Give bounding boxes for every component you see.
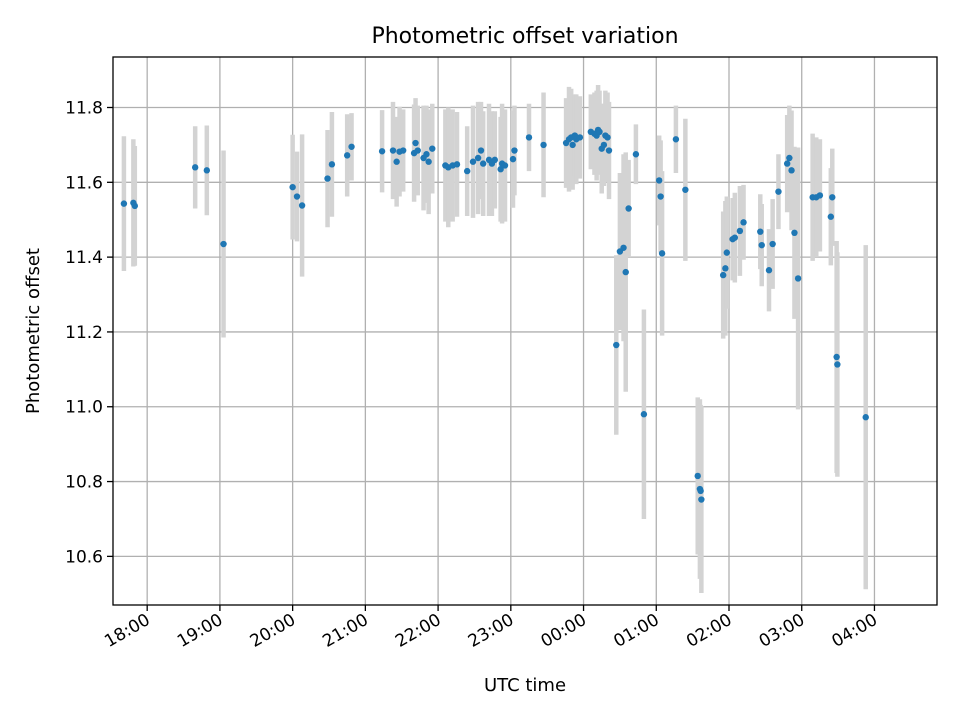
data-point [657, 193, 664, 200]
data-point [509, 155, 517, 163]
data-point [769, 240, 776, 248]
data-point [324, 175, 331, 182]
data-point [833, 353, 840, 361]
data-point [622, 268, 629, 276]
data-point [655, 177, 663, 184]
data-point [698, 496, 705, 503]
data-point [731, 234, 739, 241]
data-point [328, 161, 336, 168]
data-point [203, 167, 211, 174]
data-point [343, 152, 351, 159]
data-point [604, 134, 611, 141]
data-point [596, 128, 603, 136]
data-point [765, 267, 773, 274]
data-point [694, 472, 701, 480]
data-point [620, 244, 627, 251]
data-point [740, 219, 747, 226]
data-point [469, 158, 477, 165]
data-point [605, 147, 613, 154]
data-point [625, 205, 632, 212]
data-point [719, 271, 727, 279]
data-point [576, 134, 584, 141]
data-point [794, 275, 802, 282]
data-point [191, 164, 199, 171]
data-point [788, 167, 795, 174]
data-point [862, 414, 869, 421]
y-tick-label: 11.0 [65, 398, 103, 418]
data-point [511, 147, 518, 154]
data-point [658, 250, 666, 257]
data-point [399, 147, 407, 154]
y-tick-label: 11.2 [65, 323, 103, 343]
data-point [757, 228, 764, 235]
data-point [412, 139, 419, 147]
data-point [389, 147, 397, 154]
data-point [393, 158, 400, 165]
data-point [453, 161, 461, 168]
data-point [220, 240, 227, 248]
data-point [423, 151, 430, 158]
data-point [697, 487, 704, 495]
y-tick-label: 11.4 [65, 248, 103, 268]
data-point [501, 162, 509, 169]
data-point [131, 202, 139, 210]
plot-frame [112, 56, 938, 606]
data-point [682, 186, 689, 193]
data-point [378, 148, 386, 155]
data-point [293, 193, 301, 200]
data-point [829, 194, 836, 201]
data-point [525, 134, 533, 141]
data-points [120, 126, 869, 503]
data-point [497, 166, 504, 173]
data-point [834, 361, 841, 368]
data-point [672, 136, 680, 143]
x-axis-label: UTC time [484, 675, 566, 696]
chart-title: Photometric offset variation [371, 24, 678, 49]
data-point [827, 213, 835, 220]
data-point [613, 341, 620, 349]
y-tick-label: 11.8 [65, 98, 103, 118]
data-point [722, 265, 729, 272]
data-point [569, 141, 576, 149]
data-point [632, 151, 640, 158]
data-point [736, 227, 744, 235]
data-point [298, 202, 306, 209]
data-point [477, 147, 485, 154]
data-point [783, 160, 791, 167]
data-point [600, 141, 608, 149]
data-point [786, 154, 793, 162]
data-point [640, 411, 648, 418]
data-point [348, 143, 355, 150]
y-tick-label: 11.6 [65, 173, 103, 193]
y-tick-label: 10.6 [65, 547, 103, 567]
data-point [816, 192, 824, 199]
y-axis-label: Photometric offset [23, 248, 44, 414]
data-point [289, 183, 296, 191]
data-point [120, 200, 128, 207]
data-point [425, 158, 432, 165]
y-tick-label: 10.8 [65, 473, 103, 493]
data-point [474, 154, 482, 162]
data-point [414, 147, 421, 154]
data-point [463, 167, 471, 175]
data-point [758, 241, 765, 249]
data-point [491, 156, 499, 164]
data-point [791, 229, 798, 237]
data-point [723, 249, 731, 256]
data-point [775, 188, 782, 195]
data-point [540, 141, 547, 149]
data-point [479, 160, 487, 167]
data-point [429, 145, 436, 152]
